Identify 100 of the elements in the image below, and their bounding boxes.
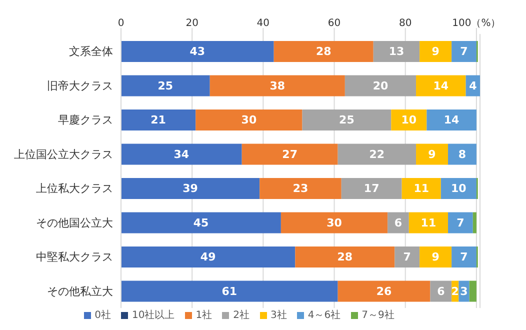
bar [408, 212, 448, 234]
legend-label: 2社 [233, 310, 250, 321]
y-tick-label: その他私立大 [47, 284, 113, 298]
data-label: 61 [222, 284, 238, 298]
bar [420, 41, 452, 62]
data-label: 13 [388, 45, 404, 58]
bar [295, 246, 395, 268]
data-label: 21 [150, 114, 166, 126]
data-label: 9 [432, 250, 440, 264]
bar [440, 178, 476, 199]
data-label: 28 [316, 45, 332, 58]
data-label: 3 [460, 284, 468, 298]
data-label: 7 [456, 216, 464, 230]
data-label: 20 [372, 79, 388, 92]
data-label: 4 [469, 79, 478, 92]
data-label: 9 [428, 148, 436, 161]
data-label: 28 [337, 250, 353, 264]
bar [472, 212, 476, 234]
bar [121, 212, 281, 234]
data-label: 34 [174, 148, 190, 161]
bar [338, 280, 430, 302]
data-label: 7 [403, 250, 411, 264]
bar [280, 212, 388, 234]
bar [344, 75, 416, 96]
bar [388, 212, 409, 234]
bar [420, 246, 452, 268]
bar [448, 212, 473, 234]
data-label: 14 [444, 114, 460, 126]
bar [416, 144, 448, 165]
data-label: 23 [292, 182, 308, 195]
legend-label: 7～9社 [362, 310, 394, 321]
data-label: 14 [433, 79, 449, 92]
data-label: 45 [193, 216, 209, 230]
legend-label: 3社 [270, 310, 287, 321]
x-tick-label: 40 [256, 18, 270, 29]
data-label: 25 [339, 114, 354, 126]
data-label: 10 [451, 182, 467, 195]
y-tick-label: 上位私大クラス [36, 182, 113, 196]
bar [402, 178, 441, 199]
bar [452, 41, 476, 62]
x-tick-label: 20 [186, 18, 198, 29]
bar [394, 246, 420, 268]
y-tick-label: 旧帝大クラス [47, 79, 113, 92]
data-label: 8 [458, 148, 466, 161]
bar [260, 178, 342, 199]
bar [121, 75, 210, 96]
legend-label: 10社以上 [132, 310, 175, 321]
data-label: 6 [394, 216, 402, 230]
data-label: 38 [270, 79, 286, 92]
bar [416, 75, 466, 96]
bar [121, 144, 242, 165]
bar [242, 144, 338, 165]
data-label: 49 [200, 250, 216, 264]
data-label: 26 [376, 284, 392, 298]
data-label: 7 [460, 250, 468, 264]
data-label: 30 [241, 114, 257, 126]
data-label: 2 [451, 284, 459, 298]
data-label: 6 [437, 284, 446, 298]
bar [196, 110, 302, 130]
legend-label: 0社 [94, 310, 112, 321]
bar [210, 75, 345, 96]
bar [341, 178, 402, 199]
data-label: 9 [432, 45, 440, 58]
bar [391, 110, 427, 130]
bar [274, 41, 374, 62]
x-tick-label: 100（%） [452, 18, 501, 29]
data-label: 11 [420, 216, 436, 230]
bar [302, 110, 392, 130]
x-tick-label: 0 [118, 18, 124, 29]
data-label: 11 [414, 182, 430, 195]
bar [338, 144, 416, 165]
data-label: 39 [182, 182, 198, 195]
y-tick-label: 文系全体 [69, 45, 113, 58]
data-label: 7 [460, 45, 468, 58]
y-tick-label: 早慶クラス [58, 114, 113, 127]
legend-label: 1社 [196, 310, 212, 321]
data-label: 10 [401, 114, 417, 126]
bar [448, 144, 476, 165]
bar [452, 246, 476, 268]
data-label: 30 [326, 216, 342, 230]
bar [121, 110, 196, 130]
bar [373, 41, 420, 62]
data-label: 25 [158, 79, 174, 92]
bar [426, 110, 476, 130]
legend-label: 4～6社 [308, 310, 341, 321]
y-tick-label: 中堅私大クラス [36, 250, 113, 264]
data-label: 43 [190, 45, 206, 58]
bar [469, 280, 476, 302]
bar [121, 41, 274, 62]
data-label: 27 [282, 148, 298, 161]
bar [121, 178, 260, 199]
y-tick-label: その他国公立大 [36, 216, 113, 230]
y-tick-label: 上位国公立大クラス [14, 148, 113, 161]
x-tick-label: 80 [398, 18, 412, 29]
x-tick-label: 60 [328, 18, 341, 29]
bar [430, 280, 452, 302]
data-label: 17 [364, 182, 380, 195]
data-label: 22 [369, 148, 385, 161]
bar [121, 280, 338, 302]
bar [121, 246, 296, 268]
